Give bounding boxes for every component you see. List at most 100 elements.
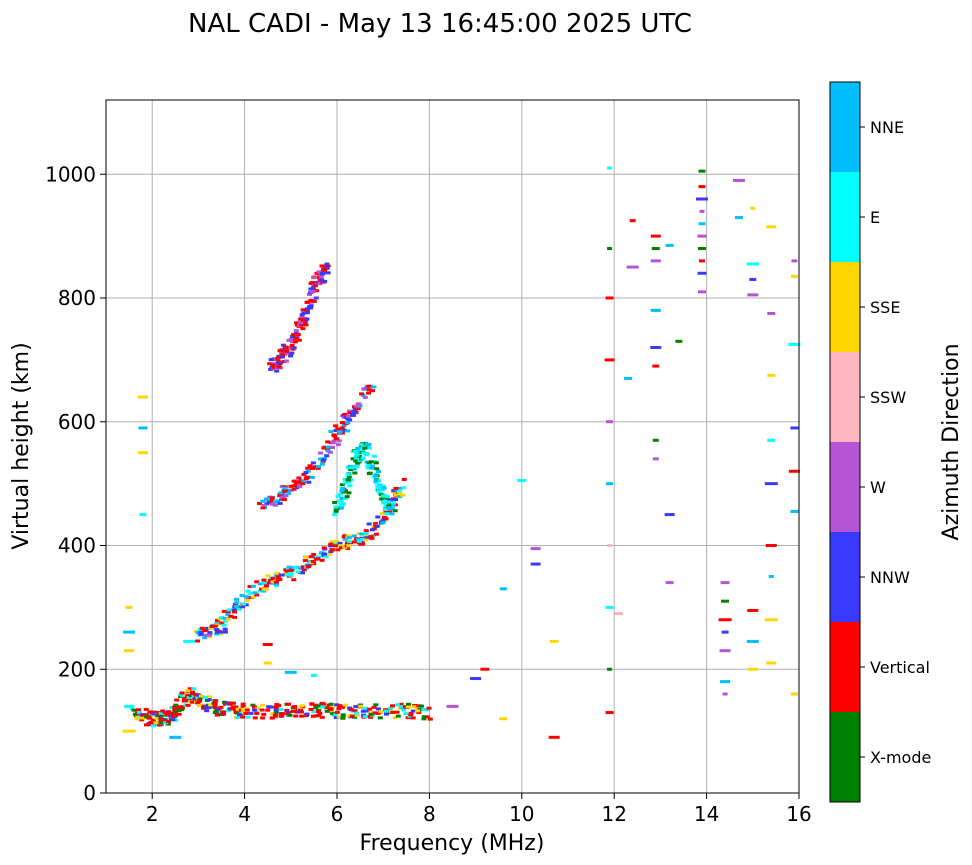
echo-mark — [747, 667, 759, 671]
echo-mark — [374, 467, 380, 471]
echo-mark — [301, 480, 307, 484]
echo-mark — [355, 407, 361, 411]
echo-mark — [719, 649, 731, 653]
echo-mark — [362, 395, 368, 399]
echo-mark — [276, 704, 282, 708]
echo-mark — [263, 661, 272, 665]
echo-mark — [347, 418, 353, 422]
echo-mark — [605, 296, 614, 300]
echo-mark — [300, 566, 306, 570]
echo-mark — [241, 708, 247, 712]
echo-mark — [606, 482, 614, 486]
echo-mark — [360, 456, 366, 460]
echo-mark — [273, 710, 279, 714]
echo-mark — [150, 724, 156, 728]
echo-mark — [254, 593, 260, 597]
echo-mark — [300, 327, 306, 331]
echo-mark — [325, 445, 331, 449]
echo-mark — [234, 601, 240, 605]
echo-mark — [411, 705, 417, 709]
echo-mark — [124, 704, 135, 708]
echo-mark — [339, 421, 345, 425]
echo-mark — [261, 503, 267, 507]
echo-mark — [335, 494, 341, 498]
echo-mark — [386, 500, 392, 504]
echo-mark — [360, 542, 366, 546]
echo-mark — [338, 544, 344, 548]
echo-mark — [302, 319, 308, 323]
echo-mark — [380, 484, 386, 488]
echo-mark — [288, 338, 294, 342]
echo-mark — [788, 342, 801, 346]
colorbar-swatch — [830, 712, 860, 802]
echo-mark — [166, 720, 172, 724]
echo-mark — [299, 571, 305, 575]
echo-mark — [284, 708, 290, 712]
echo-mark — [371, 385, 377, 389]
echo-mark — [359, 537, 365, 541]
echo-mark — [383, 712, 389, 716]
echo-mark — [366, 446, 372, 450]
echo-mark — [150, 718, 156, 722]
echo-mark — [324, 454, 330, 458]
echo-mark — [344, 495, 350, 499]
echo-mark — [233, 604, 239, 608]
echo-mark — [383, 709, 389, 713]
echo-mark — [272, 713, 278, 717]
echo-mark — [268, 367, 274, 371]
echo-mark — [222, 616, 228, 620]
echo-mark — [272, 503, 278, 507]
echo-mark — [322, 552, 328, 556]
echo-mark — [369, 464, 375, 468]
x-tick-label: 4 — [238, 802, 251, 826]
echo-mark — [747, 608, 759, 612]
echo-mark — [369, 466, 375, 470]
echo-mark — [205, 626, 211, 630]
echo-mark — [179, 708, 185, 712]
echo-mark — [346, 475, 352, 479]
echo-mark — [321, 458, 327, 462]
echo-mark — [261, 587, 267, 591]
echo-mark — [181, 699, 187, 703]
echo-mark — [382, 507, 388, 511]
echo-mark — [391, 501, 397, 505]
echo-mark — [347, 411, 353, 415]
echo-mark — [332, 513, 338, 517]
echo-mark — [387, 510, 393, 514]
echo-mark — [293, 714, 299, 718]
echo-mark — [214, 713, 220, 717]
echo-mark — [346, 480, 352, 484]
echo-mark — [146, 716, 152, 720]
echo-mark — [214, 632, 220, 636]
echo-mark — [386, 504, 392, 508]
echo-mark — [279, 484, 285, 488]
echo-mark — [228, 614, 234, 618]
echo-mark — [765, 544, 777, 547]
echo-mark — [650, 346, 662, 349]
echo-mark — [273, 580, 279, 584]
echo-mark — [235, 715, 241, 719]
echo-mark — [294, 566, 300, 570]
echo-mark — [282, 485, 288, 489]
echo-mark — [343, 703, 349, 707]
echo-mark — [337, 430, 343, 434]
colorbar-tick-label: SSE — [870, 298, 900, 317]
echo-mark — [333, 509, 339, 513]
echo-mark — [333, 713, 339, 717]
echo-mark — [317, 711, 323, 715]
echo-mark — [276, 578, 282, 582]
echo-mark — [287, 713, 293, 717]
echo-mark — [307, 464, 313, 468]
echo-mark — [352, 540, 358, 544]
echo-mark — [405, 705, 411, 709]
echo-mark — [390, 704, 396, 708]
echo-mark — [137, 451, 148, 455]
echo-mark — [137, 395, 148, 399]
colorbar-tick-label: NNW — [870, 568, 910, 587]
echo-mark — [366, 522, 372, 526]
echo-mark — [328, 430, 334, 434]
echo-mark — [165, 722, 171, 726]
echo-mark — [202, 629, 208, 633]
echo-mark — [156, 713, 162, 717]
echo-mark — [265, 574, 271, 578]
